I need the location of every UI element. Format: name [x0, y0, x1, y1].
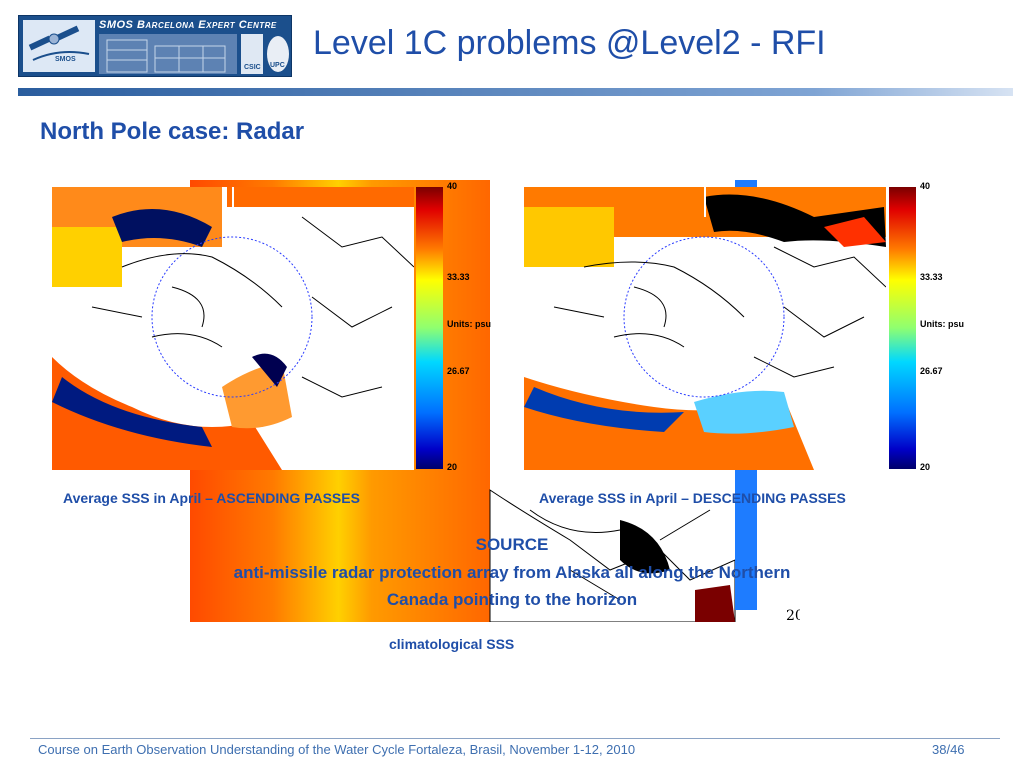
- source-heading: SOURCE: [475, 535, 549, 554]
- ascending-caption: Average SSS in April – ASCENDING PASSES: [63, 490, 360, 506]
- ascending-colorbar: [416, 187, 443, 469]
- upc-logo: [267, 36, 289, 72]
- smos-label: SMOS: [55, 56, 76, 63]
- descending-colorbar-lower: 26.67: [920, 366, 943, 376]
- logo-title: SMOS Barcelona Expert Centre: [99, 19, 277, 31]
- ascending-colorbar-upper: 33.33: [447, 272, 470, 282]
- descending-colorbar-upper: 33.33: [920, 272, 943, 282]
- descending-colorbar: [889, 187, 916, 469]
- ascending-sss-map: [52, 187, 414, 470]
- source-line-1: anti-missile radar protection array from…: [233, 563, 791, 582]
- csic-logo: [241, 34, 263, 74]
- satellite-logo-image: [23, 20, 95, 72]
- title-divider: [18, 88, 1013, 96]
- footer-text: Course on Earth Observation Understandin…: [38, 742, 636, 757]
- ascending-colorbar-min: 20: [447, 462, 458, 472]
- climatological-colorbar-min: 20: [786, 608, 800, 622]
- descending-colorbar-max: 40: [920, 181, 931, 191]
- descending-caption: Average SSS in April – DESCENDING PASSES: [539, 490, 846, 506]
- descending-colorbar-units: Units: psu: [920, 319, 964, 329]
- descending-sss-map: [524, 187, 886, 470]
- source-line-2: Canada pointing to the horizon: [386, 590, 638, 609]
- slide-title: Level 1C problems @Level2 - RFI: [313, 24, 826, 62]
- descending-colorbar-min: 20: [920, 462, 931, 472]
- ascending-colorbar-lower: 26.67: [447, 366, 470, 376]
- csic-label: CSIC: [244, 64, 261, 71]
- page-number: 38/46: [932, 742, 965, 757]
- building-logo-image: [99, 34, 237, 74]
- ascending-colorbar-units: Units: psu: [447, 319, 491, 329]
- slide-subtitle: North Pole case: Radar: [40, 118, 305, 145]
- sbec-logo: SMOS SMOS Barcelona Expert Centre CSIC U…: [18, 15, 292, 77]
- climatological-caption: climatological SSS: [389, 636, 515, 652]
- footer-divider: [30, 738, 1000, 739]
- ascending-colorbar-max: 40: [447, 181, 458, 191]
- upc-label: UPC: [270, 62, 285, 69]
